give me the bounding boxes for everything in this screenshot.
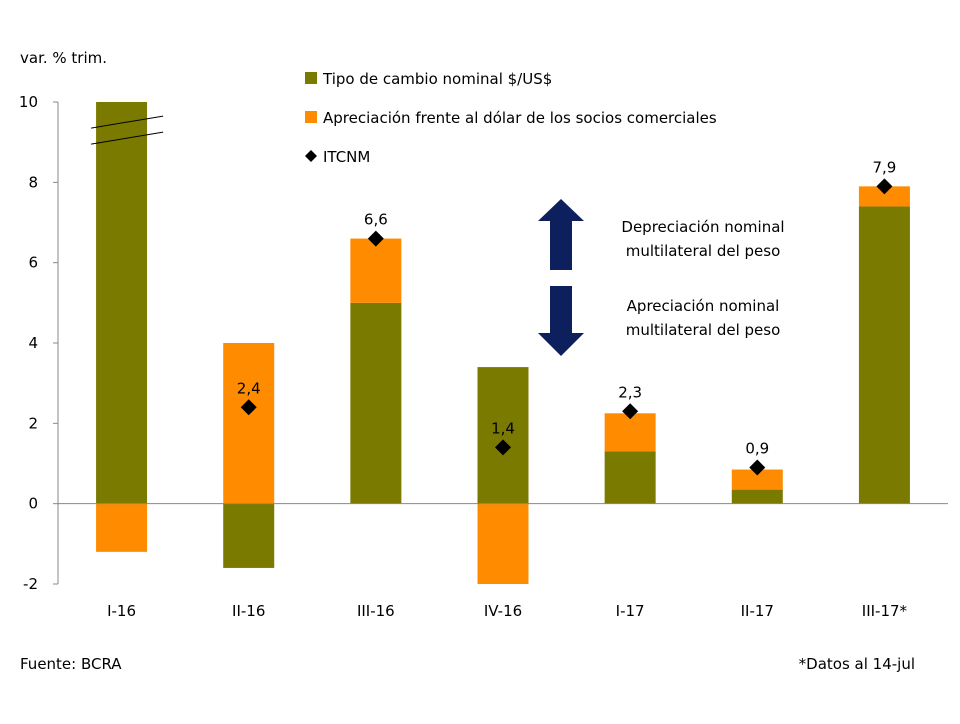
down-arrow-text-1: Apreciación nominal bbox=[627, 297, 780, 315]
itcnm-marker bbox=[876, 178, 893, 195]
y-tick-label: 8 bbox=[28, 173, 38, 191]
x-tick-label: IV-16 bbox=[484, 602, 522, 620]
bar-segment bbox=[350, 238, 402, 303]
data-label: 2,4 bbox=[237, 379, 261, 397]
itcnm-marker bbox=[749, 459, 766, 476]
y-tick-label: -2 bbox=[23, 575, 38, 593]
y-tick-label: 6 bbox=[28, 254, 38, 272]
itcnm-marker bbox=[240, 399, 257, 416]
bar-segment bbox=[477, 367, 529, 504]
x-tick-label: III-17* bbox=[862, 602, 908, 620]
data-label: 0,9 bbox=[745, 440, 769, 458]
up-arrow-icon bbox=[538, 199, 584, 270]
bar-segment bbox=[477, 503, 529, 584]
x-tick-label: I-16 bbox=[107, 602, 136, 620]
annotation-up: Depreciación nominal multilateral del pe… bbox=[538, 199, 785, 270]
x-tick-label: II-16 bbox=[232, 602, 265, 620]
bar-segment bbox=[96, 102, 148, 504]
axis-break bbox=[90, 131, 164, 145]
down-arrow-icon bbox=[538, 286, 584, 356]
itcnm-marker bbox=[622, 403, 639, 420]
legend-swatch bbox=[305, 72, 317, 84]
y-tick-label: 2 bbox=[28, 414, 38, 432]
itcnm-marker bbox=[495, 439, 511, 456]
up-arrow-text-2: multilateral del peso bbox=[626, 242, 781, 260]
bar-segment bbox=[731, 469, 783, 490]
bar-segment bbox=[604, 451, 656, 504]
legend-label: Apreciación frente al dólar de los socio… bbox=[323, 109, 717, 127]
legend-label: Tipo de cambio nominal $/US$ bbox=[322, 70, 552, 88]
bar-segment bbox=[731, 489, 783, 504]
itcnm-marker bbox=[367, 230, 384, 247]
up-arrow-text-1: Depreciación nominal bbox=[621, 218, 784, 236]
source-note: Fuente: BCRA bbox=[20, 655, 122, 673]
data-label: 6,6 bbox=[364, 211, 388, 229]
bar-segment bbox=[350, 302, 402, 504]
bar-segment bbox=[858, 206, 910, 504]
y-axis-label: var. % trim. bbox=[20, 49, 107, 67]
data-label: 7,9 bbox=[872, 158, 896, 176]
y-tick-label: 4 bbox=[28, 334, 38, 352]
x-tick-label: I-17 bbox=[616, 602, 645, 620]
x-tick-label: II-17 bbox=[741, 602, 774, 620]
axis-break bbox=[90, 115, 164, 129]
annotation-down: Apreciación nominal multilateral del pes… bbox=[538, 286, 780, 356]
down-arrow-text-2: multilateral del peso bbox=[626, 321, 781, 339]
bar-segment bbox=[858, 186, 910, 207]
legend-label: ITCNM bbox=[323, 148, 370, 166]
legend: Tipo de cambio nominal $/US$ Apreciación … bbox=[305, 70, 717, 166]
data-label: 2,3 bbox=[618, 383, 642, 401]
y-tick-label: 10 bbox=[19, 93, 38, 111]
legend-swatch bbox=[305, 111, 317, 123]
legend-swatch bbox=[305, 150, 317, 162]
y-tick-label: 0 bbox=[28, 495, 38, 513]
bar-segment bbox=[223, 343, 275, 504]
x-tick-label: III-16 bbox=[357, 602, 395, 620]
bar-segment bbox=[604, 413, 656, 452]
bar-segment bbox=[96, 503, 148, 552]
bar-segment bbox=[223, 503, 275, 568]
data-label: 1,4 bbox=[491, 419, 515, 437]
data-note: *Datos al 14-jul bbox=[799, 655, 915, 673]
